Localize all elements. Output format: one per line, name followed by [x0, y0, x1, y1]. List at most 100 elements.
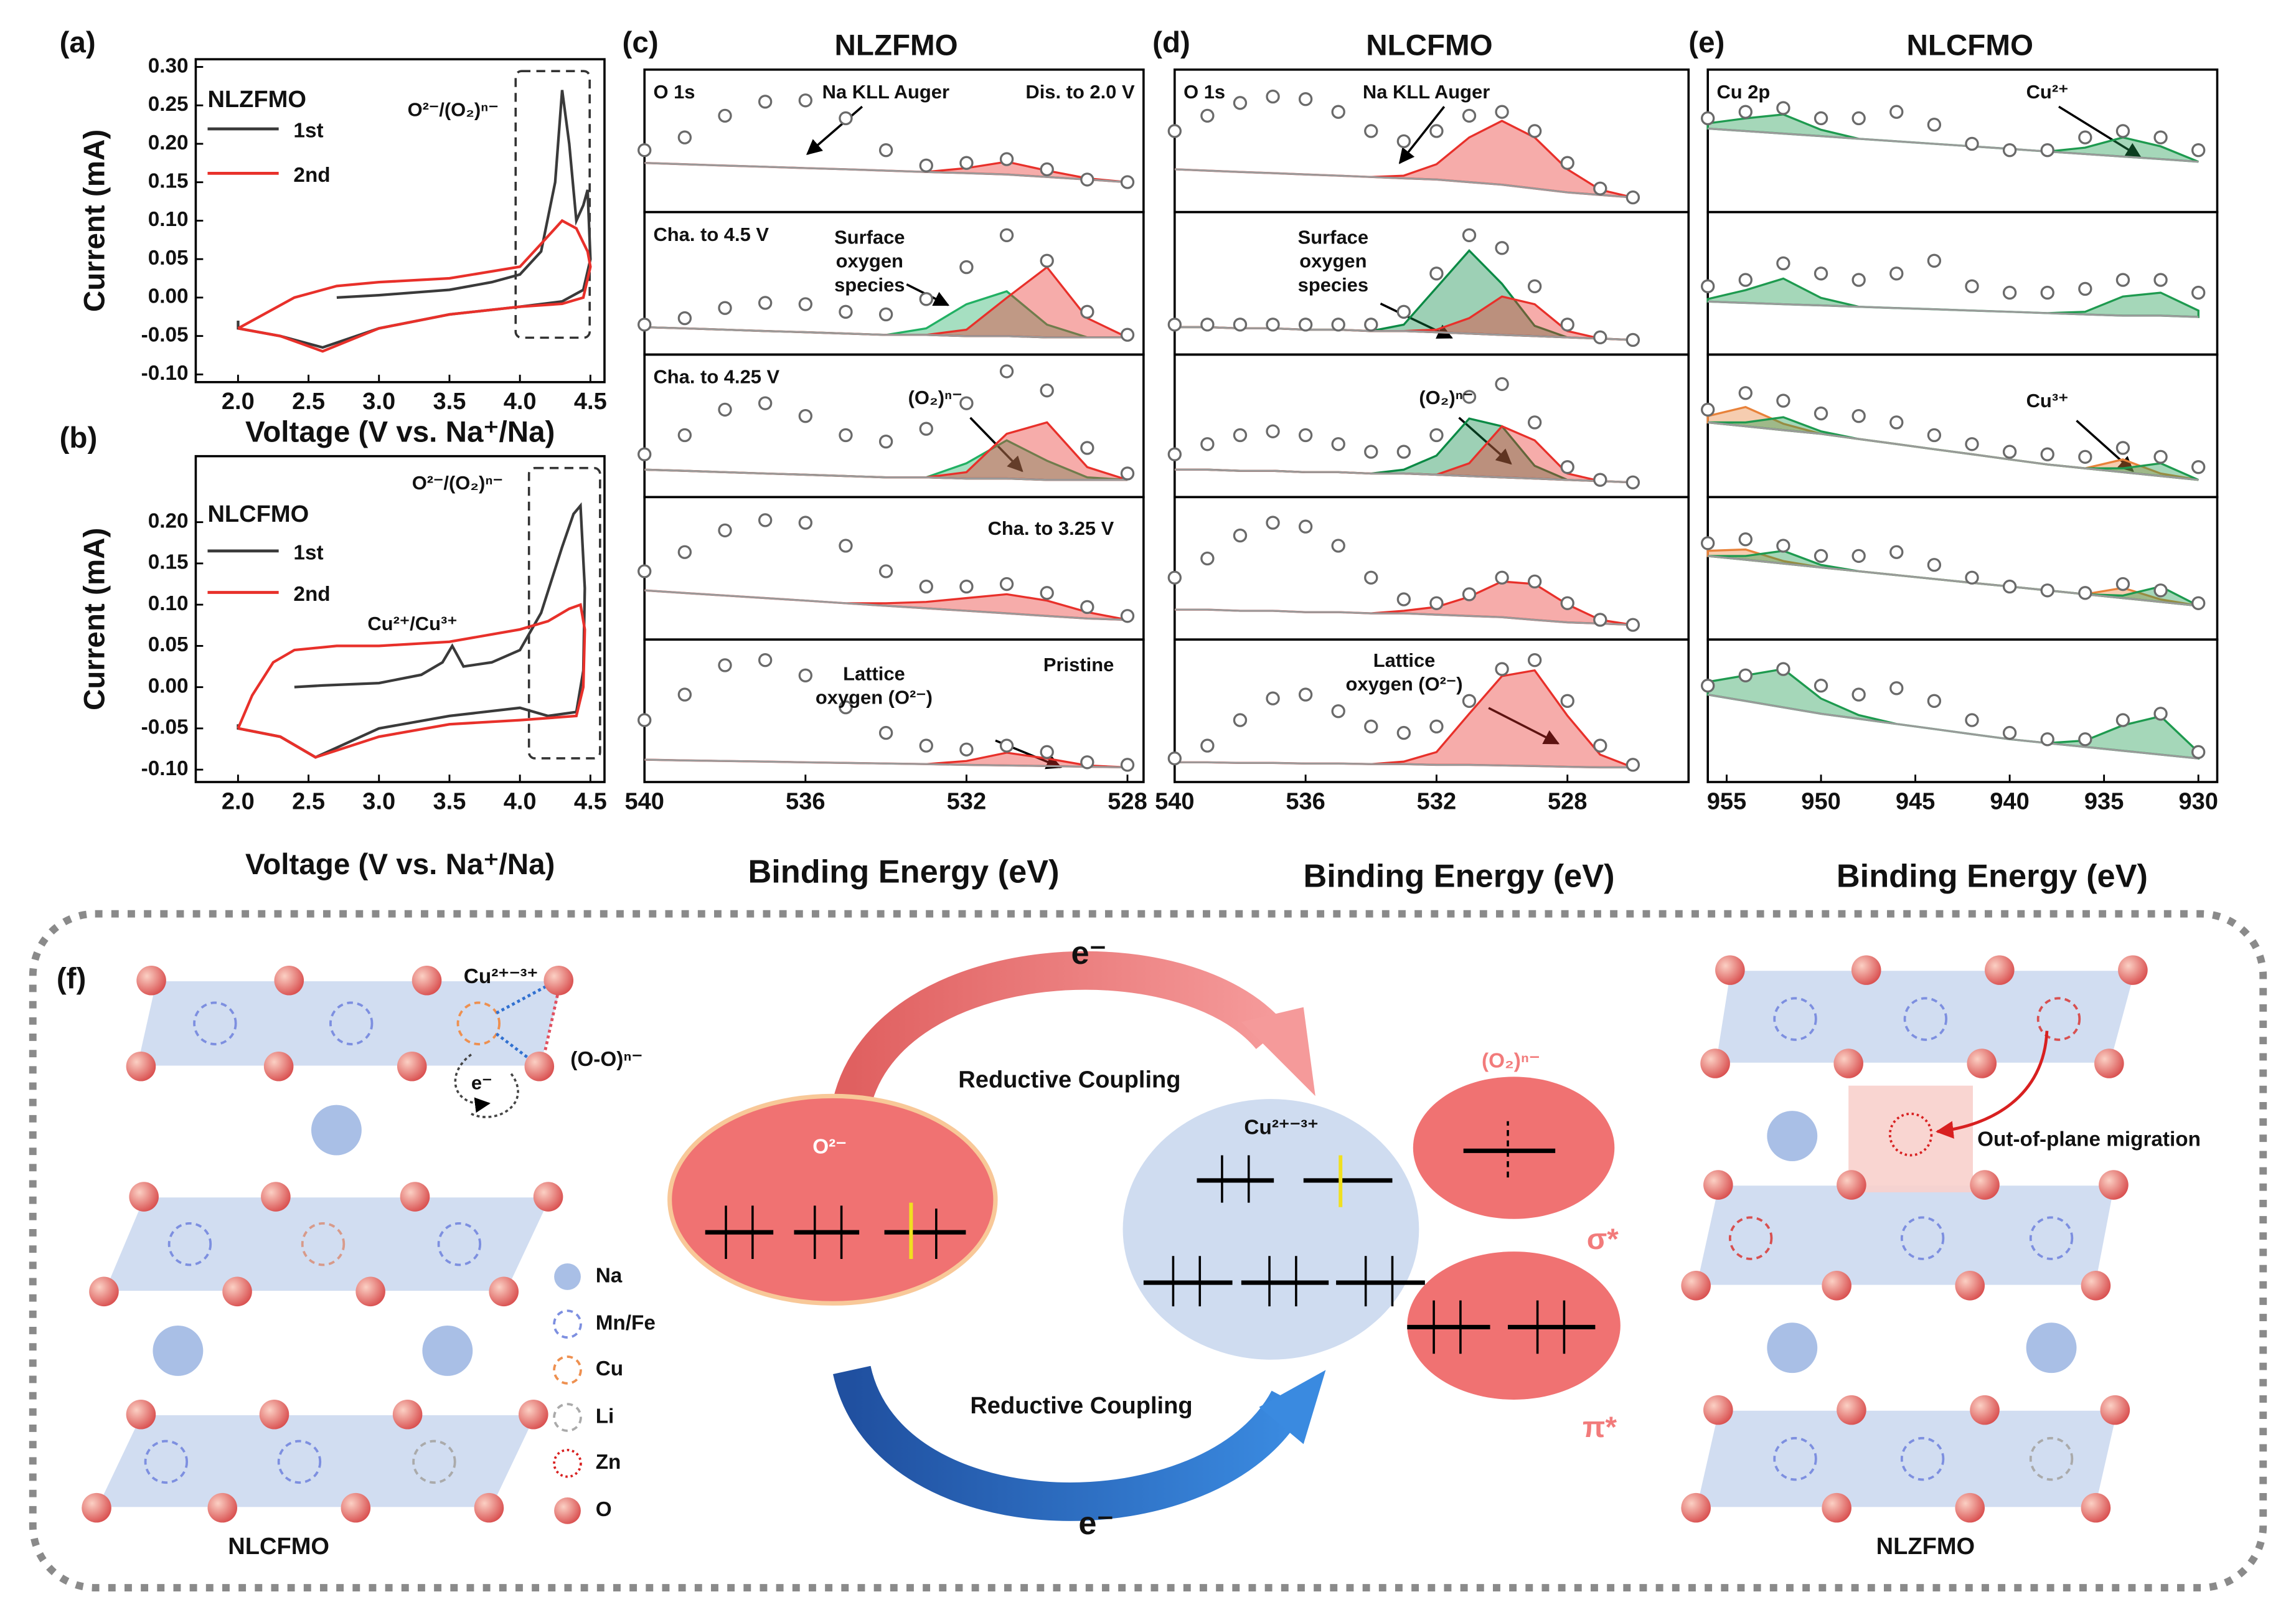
shape: [153, 1326, 204, 1376]
data-point: [878, 564, 893, 578]
annotation: Cu²⁺: [2026, 81, 2069, 103]
annotation: (O₂)ⁿ⁻: [908, 387, 962, 408]
shape: [553, 1309, 582, 1339]
data-point: [1364, 719, 1378, 734]
data-point: [1814, 111, 1828, 126]
subpanel-frame: [643, 638, 1145, 783]
data-point: [2002, 725, 2017, 740]
atom: [261, 1182, 291, 1212]
data-point: [1298, 318, 1313, 332]
chart-title: NLCFMO: [1366, 29, 1492, 62]
data-point: [2191, 596, 2206, 610]
data-point: [1233, 318, 1248, 332]
data-point: [839, 304, 853, 319]
data-point: [1462, 228, 1477, 242]
shape: [667, 1093, 998, 1306]
data-point: [1889, 545, 1904, 559]
legend-label: Cu: [596, 1357, 623, 1380]
data-point: [798, 297, 812, 311]
shape: [553, 1403, 582, 1432]
data-point: [1080, 441, 1094, 455]
background: [644, 758, 1127, 769]
atom: [1703, 1395, 1733, 1425]
subpanel-frame: [1174, 638, 1690, 783]
data-point: [677, 130, 692, 144]
data-point: [1851, 549, 1866, 563]
annotation: Cha. to 3.25 V: [988, 517, 1114, 539]
label: Reductive Coupling: [958, 1067, 1180, 1093]
data-point: [1495, 662, 1509, 676]
data-point: [1626, 475, 1640, 489]
data-point: [999, 577, 1014, 591]
data-point: [2115, 273, 2130, 287]
cv-curve: [237, 603, 586, 759]
shape: [2029, 1436, 2074, 1481]
data-point: [1738, 668, 1753, 683]
legend-label: 1st: [293, 541, 323, 564]
data-point: [1701, 679, 1715, 693]
label: Out-of-plane migration: [1977, 1128, 2201, 1151]
data-point: [1200, 318, 1215, 332]
data-point: [2115, 713, 2130, 727]
data-point: [1331, 704, 1345, 719]
data-point: [1462, 694, 1477, 709]
annotation: Dis. to 2.0 V: [1025, 81, 1135, 103]
data-point: [1701, 536, 1715, 550]
data-point: [1851, 687, 1866, 702]
label: Cu²⁺⁻³⁺: [1244, 1116, 1318, 1139]
data-point: [1626, 618, 1640, 632]
data-point: [2191, 745, 2206, 760]
data-point: [1560, 156, 1574, 170]
data-point: [758, 396, 773, 410]
annotation: O 1s: [653, 81, 695, 103]
data-point: [1626, 758, 1640, 772]
shape: [1773, 997, 1817, 1041]
data-point: [2040, 447, 2054, 461]
data-point: [839, 700, 853, 715]
chart-title: NLCFMO: [1907, 29, 2033, 62]
chart-title: NLZFMO: [835, 29, 958, 62]
annotation: oxygen: [1299, 250, 1367, 272]
x-axis-title: Voltage (V vs. Na⁺/Na): [245, 416, 555, 449]
sample-label: NLZFMO: [207, 87, 306, 113]
data-point: [1120, 328, 1135, 342]
label: NLCFMO: [228, 1534, 329, 1560]
shape: [103, 1195, 553, 1293]
shape: [514, 70, 591, 339]
shape: [301, 1222, 346, 1266]
atom: [1681, 1492, 1711, 1523]
xps-panel: Cu 2p Cu²⁺ Cu³⁺ 955 950 945 940 935 930 (e) NLCFMO…: [1688, 26, 2219, 894]
atom: [136, 965, 166, 996]
legend-label: 2nd: [293, 583, 330, 606]
annotation: (O₂)ⁿ⁻: [1419, 387, 1473, 408]
data-point: [638, 143, 652, 158]
atom: [126, 1051, 156, 1082]
data-point: [1495, 377, 1509, 392]
data-point: [1462, 108, 1477, 123]
data-point: [1429, 719, 1444, 734]
data-point: [2115, 124, 2130, 138]
data-point: [1527, 279, 1542, 294]
data-point: [2040, 583, 2054, 598]
data-point: [1364, 318, 1378, 332]
x-tick-label: 3.0: [362, 389, 395, 415]
data-point: [1593, 181, 1607, 196]
data-point: [919, 422, 933, 436]
x-tick-label: 4.5: [574, 788, 607, 814]
annotation: Na KLL Auger: [822, 81, 949, 103]
x-tick-label: 930: [2178, 788, 2218, 814]
shape: [833, 1365, 1306, 1521]
atom: [533, 1182, 563, 1212]
panel-letter: (a): [60, 26, 96, 59]
annotation: O 1s: [1183, 81, 1225, 103]
data-point: [1396, 592, 1411, 606]
atom: [1833, 1049, 1863, 1078]
data-point: [718, 108, 732, 123]
atom: [474, 1492, 504, 1523]
data-point: [1965, 437, 1979, 451]
shape: [1172, 1155, 1394, 1307]
y-tick-label: 0.00: [148, 285, 189, 308]
legend: Na Mn/Fe Cu Li Zn O: [553, 1263, 656, 1524]
data-point: [1167, 570, 1182, 585]
shape: [725, 1205, 938, 1259]
